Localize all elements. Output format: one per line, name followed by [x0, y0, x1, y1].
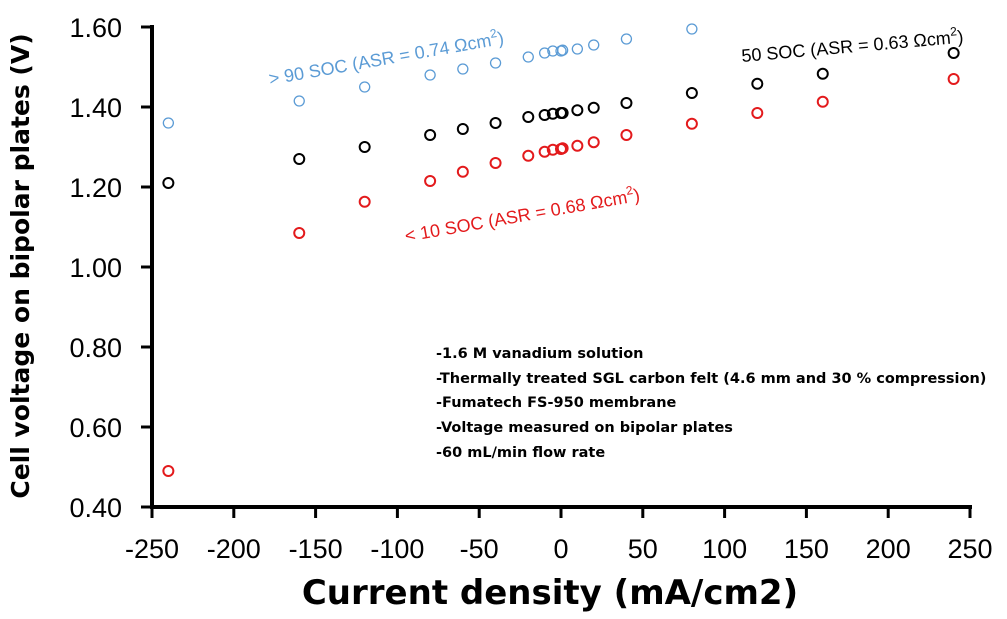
svg-text:50 SOC (ASR = 0.63 Ωcm2): 50 SOC (ASR = 0.63 Ωcm2): [740, 24, 964, 66]
axes: -250 -200 -150 -100 -50 0 50 100 150 200 250 0.400…: [69, 13, 992, 564]
x-tick-label: -150: [289, 534, 343, 564]
data-point: [947, 47, 960, 59]
y-ticks: 0.40 0.60 0.80 1.00 1.20 1.40 1.60: [69, 13, 152, 523]
data-point: [424, 129, 437, 141]
y-tick-label: 1.40: [69, 93, 122, 123]
data-point: [556, 142, 569, 155]
data-point: [293, 227, 306, 239]
x-tick-label: 0: [553, 534, 568, 564]
note-line: -Voltage measured on bipolar plates: [436, 420, 733, 436]
data-point: [424, 69, 436, 81]
note-line: -Fumatech FS-950 membrane: [436, 395, 677, 411]
data-point: [162, 465, 175, 477]
data-point: [538, 47, 551, 59]
x-tick-label: 100: [702, 534, 747, 564]
svg-text:> 90 SOC (ASR = 0.74 Ωcm2): > 90 SOC (ASR = 0.74 Ωcm2): [267, 25, 506, 89]
x-tick-label: 50: [628, 534, 658, 564]
annotation-high-soc-text: > 90 SOC (ASR = 0.74 Ωcm: [267, 30, 493, 89]
data-point: [456, 123, 469, 135]
data-point: [571, 104, 584, 117]
data-point: [816, 95, 829, 108]
note-line: -1.6 M vanadium solution: [436, 346, 643, 362]
data-point: [457, 63, 469, 75]
data-point: [293, 95, 305, 107]
data-point: [620, 33, 633, 45]
y-tick-label: 0.60: [69, 413, 122, 443]
data-point: [489, 57, 502, 69]
note-line: -60 mL/min flow rate: [436, 445, 605, 461]
annotation-mid-soc: 50 SOC (ASR = 0.63 Ωcm2): [740, 24, 965, 66]
svg-text:< 10 SOC (ASR = 0.68 Ωcm2): < 10 SOC (ASR = 0.68 Ωcm2): [403, 182, 642, 246]
series-10-soc: [162, 73, 960, 477]
data-point: [522, 51, 534, 63]
data-point: [358, 195, 371, 208]
data-point: [456, 165, 469, 178]
data-point: [522, 111, 535, 123]
data-point: [587, 136, 600, 149]
series-90-soc: [162, 23, 698, 129]
annotation-low-soc-close: ): [632, 185, 641, 206]
data-point: [293, 153, 306, 165]
data-point: [162, 117, 175, 129]
data-point: [816, 67, 829, 80]
y-tick-label: 0.80: [69, 333, 122, 363]
note-line: -Thermally treated SGL carbon felt (4.6 …: [436, 371, 986, 387]
data-point: [685, 117, 698, 130]
data-point: [587, 101, 600, 114]
data-point: [947, 73, 960, 85]
annotation-high-soc-sup: 2: [489, 26, 498, 41]
annotation-high-soc-close: ): [496, 28, 505, 49]
y-tick-label: 1.60: [69, 13, 122, 43]
x-axis-title: Current density (mA/cm2): [302, 573, 798, 613]
x-tick-label: 250: [947, 534, 992, 564]
data-point: [538, 109, 551, 121]
y-tick-label: 0.40: [69, 493, 122, 523]
x-tick-label: 200: [866, 534, 911, 564]
y-axis-title: Cell voltage on bipolar plates (V): [6, 33, 35, 498]
annotation-high-soc: > 90 SOC (ASR = 0.74 Ωcm2): [267, 25, 506, 89]
notes-box: -1.6 M vanadium solution -Thermally trea…: [436, 346, 986, 461]
annotation-low-soc-text: < 10 SOC (ASR = 0.68 Ωcm: [403, 187, 629, 246]
data-point: [571, 139, 584, 152]
x-tick-label: -250: [125, 534, 179, 564]
annotation-mid-soc-sup: 2: [950, 24, 958, 39]
x-tick-label: -100: [370, 534, 424, 564]
data-point: [162, 177, 175, 189]
y-tick-label: 1.00: [69, 253, 122, 283]
data-point: [620, 97, 633, 109]
data-point: [686, 23, 698, 35]
data-point: [751, 107, 764, 119]
data-points: [162, 23, 960, 477]
data-point: [359, 81, 371, 93]
x-tick-label: -50: [460, 534, 499, 564]
annotation-mid-soc-close: ): [957, 27, 965, 47]
x-tick-label: 150: [784, 534, 829, 564]
data-point: [538, 145, 551, 158]
data-point: [620, 129, 633, 141]
annotation-mid-soc-text: 50 SOC (ASR = 0.63 Ωcm: [741, 28, 952, 66]
x-tick-label: -200: [207, 534, 261, 564]
data-point: [489, 157, 502, 169]
data-point: [588, 39, 600, 51]
data-point: [424, 175, 437, 187]
data-point: [751, 77, 764, 90]
data-point: [522, 149, 535, 162]
annotation-low-soc-sup: 2: [625, 183, 634, 198]
data-point: [556, 107, 569, 119]
data-point: [489, 117, 502, 129]
x-ticks: -250 -200 -150 -100 -50 0 50 100 150 200 250: [125, 507, 993, 564]
y-tick-label: 1.20: [69, 173, 122, 203]
series-50-soc: [162, 47, 960, 189]
annotation-low-soc: < 10 SOC (ASR = 0.68 Ωcm2): [403, 182, 642, 246]
data-point: [685, 87, 698, 99]
data-point: [358, 141, 371, 153]
data-point: [571, 43, 584, 55]
data-point: [556, 44, 569, 56]
